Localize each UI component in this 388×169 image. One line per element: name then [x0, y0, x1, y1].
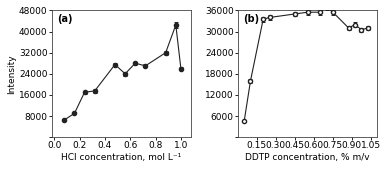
X-axis label: HCl concentration, mol L⁻¹: HCl concentration, mol L⁻¹ [61, 153, 182, 162]
Y-axis label: Intensity: Intensity [7, 54, 16, 94]
Text: (b): (b) [243, 14, 260, 24]
X-axis label: DDTP concentration, % m/v: DDTP concentration, % m/v [245, 153, 370, 162]
Text: (a): (a) [57, 14, 73, 24]
